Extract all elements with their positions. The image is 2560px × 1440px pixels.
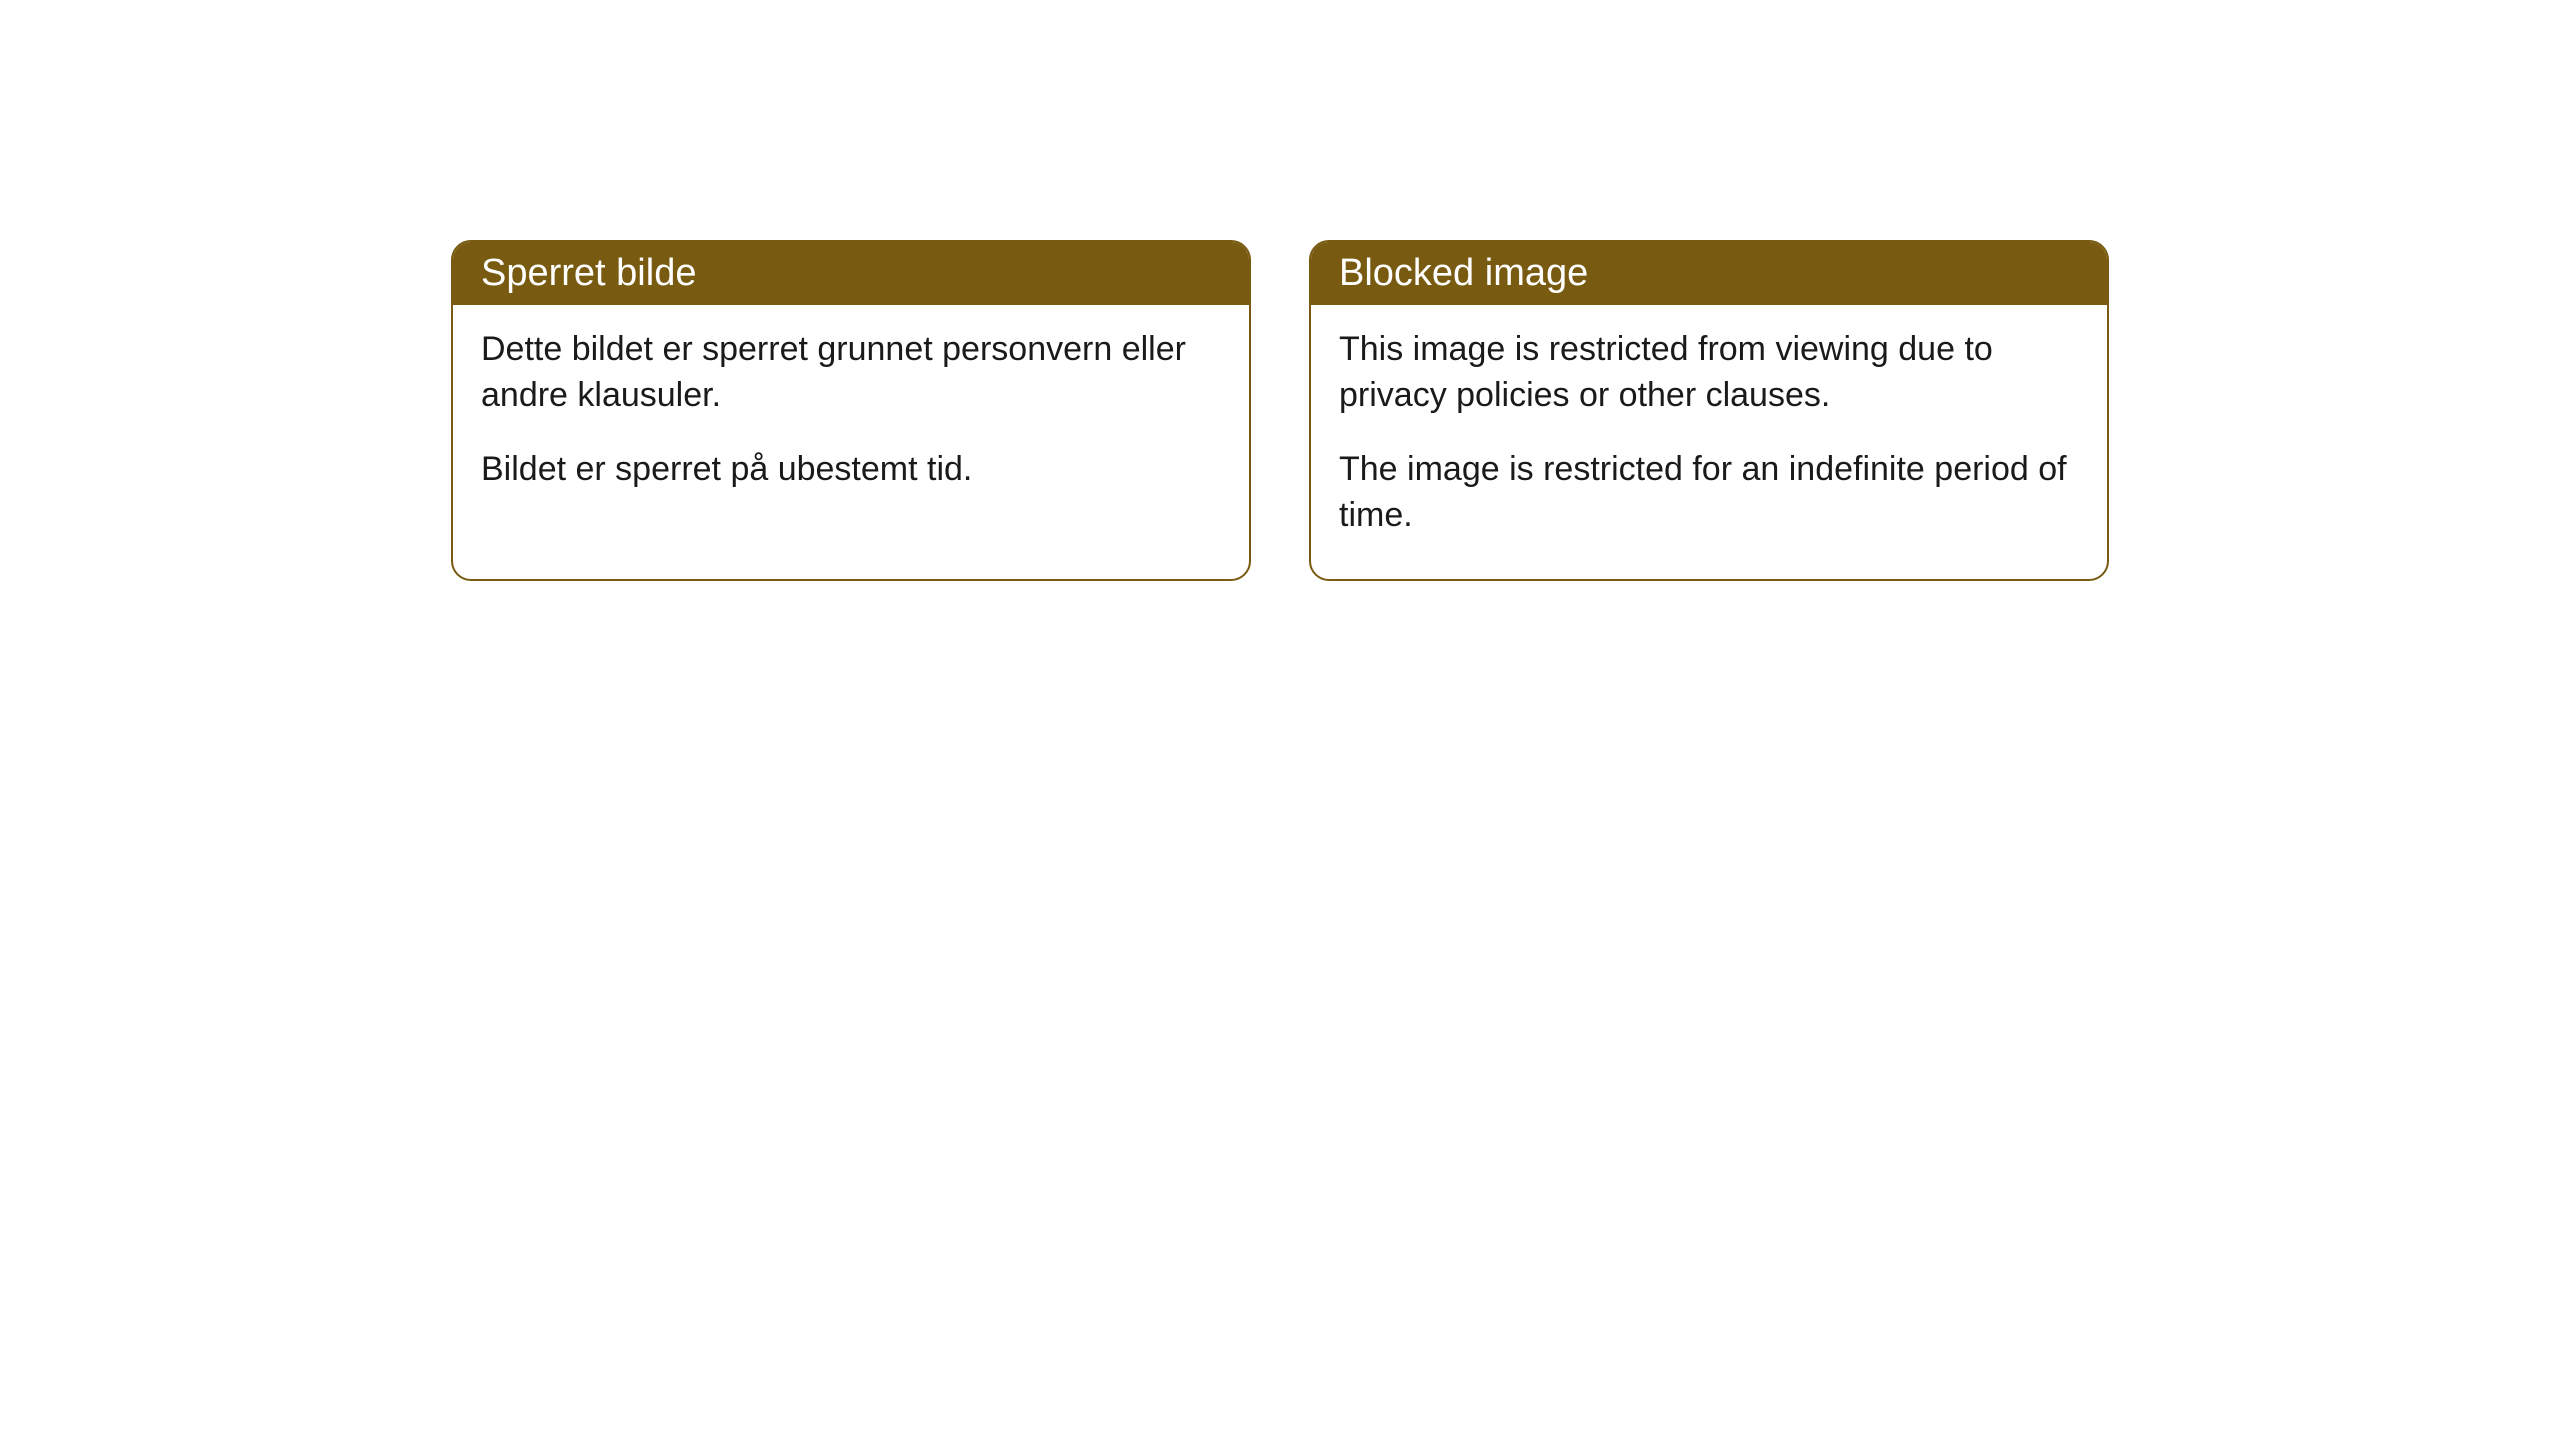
card-paragraph-1: Dette bildet er sperret grunnet personve… — [481, 327, 1221, 419]
card-paragraph-2: Bildet er sperret på ubestemt tid. — [481, 447, 1221, 493]
card-paragraph-2: The image is restricted for an indefinit… — [1339, 447, 2079, 539]
card-paragraph-1: This image is restricted from viewing du… — [1339, 327, 2079, 419]
info-cards-container: Sperret bilde Dette bildet er sperret gr… — [0, 240, 2560, 581]
card-header: Blocked image — [1311, 242, 2107, 305]
card-body: This image is restricted from viewing du… — [1311, 305, 2107, 579]
blocked-image-card-norwegian: Sperret bilde Dette bildet er sperret gr… — [451, 240, 1251, 581]
card-header: Sperret bilde — [453, 242, 1249, 305]
card-title: Sperret bilde — [481, 252, 696, 294]
card-title: Blocked image — [1339, 252, 1588, 294]
blocked-image-card-english: Blocked image This image is restricted f… — [1309, 240, 2109, 581]
card-body: Dette bildet er sperret grunnet personve… — [453, 305, 1249, 533]
